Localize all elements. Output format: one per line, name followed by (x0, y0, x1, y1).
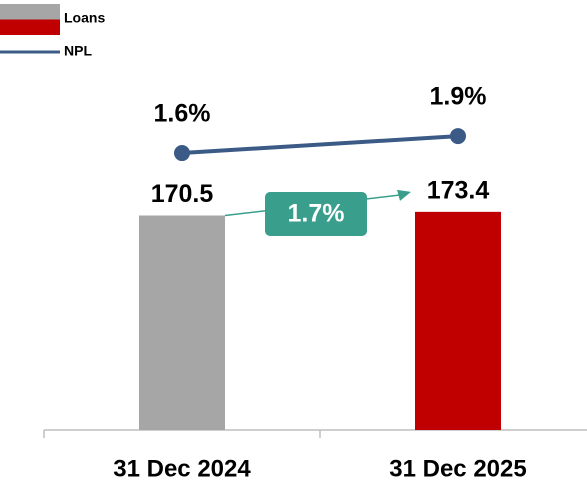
growth-arrow-head (397, 189, 411, 201)
line-marker (174, 145, 190, 162)
x-tick-label: 31 Dec 2025 (389, 455, 526, 482)
growth-label: 1.7% (288, 200, 345, 228)
legend-swatch (0, 19, 60, 35)
bar-value-label: 173.4 (427, 176, 490, 204)
bar-value-label: 170.5 (151, 180, 214, 208)
legend-label: Loans (64, 10, 105, 26)
legend-label: NPL (64, 43, 92, 59)
legend-swatch (0, 4, 60, 20)
bar (139, 215, 225, 430)
line-marker (450, 128, 466, 145)
bar (415, 211, 501, 430)
x-tick-label: 31 Dec 2024 (113, 455, 251, 482)
growth-box (265, 192, 367, 236)
line-value-label: 1.9% (430, 83, 487, 111)
line (181, 134, 459, 156)
line-value-label: 1.6% (154, 100, 211, 128)
